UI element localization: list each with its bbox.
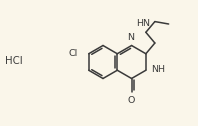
Text: O: O: [128, 96, 135, 105]
Text: Cl: Cl: [69, 49, 78, 58]
Text: N: N: [128, 33, 135, 42]
Text: HCl: HCl: [5, 56, 23, 66]
Text: HN: HN: [136, 19, 150, 28]
Text: NH: NH: [151, 65, 165, 74]
